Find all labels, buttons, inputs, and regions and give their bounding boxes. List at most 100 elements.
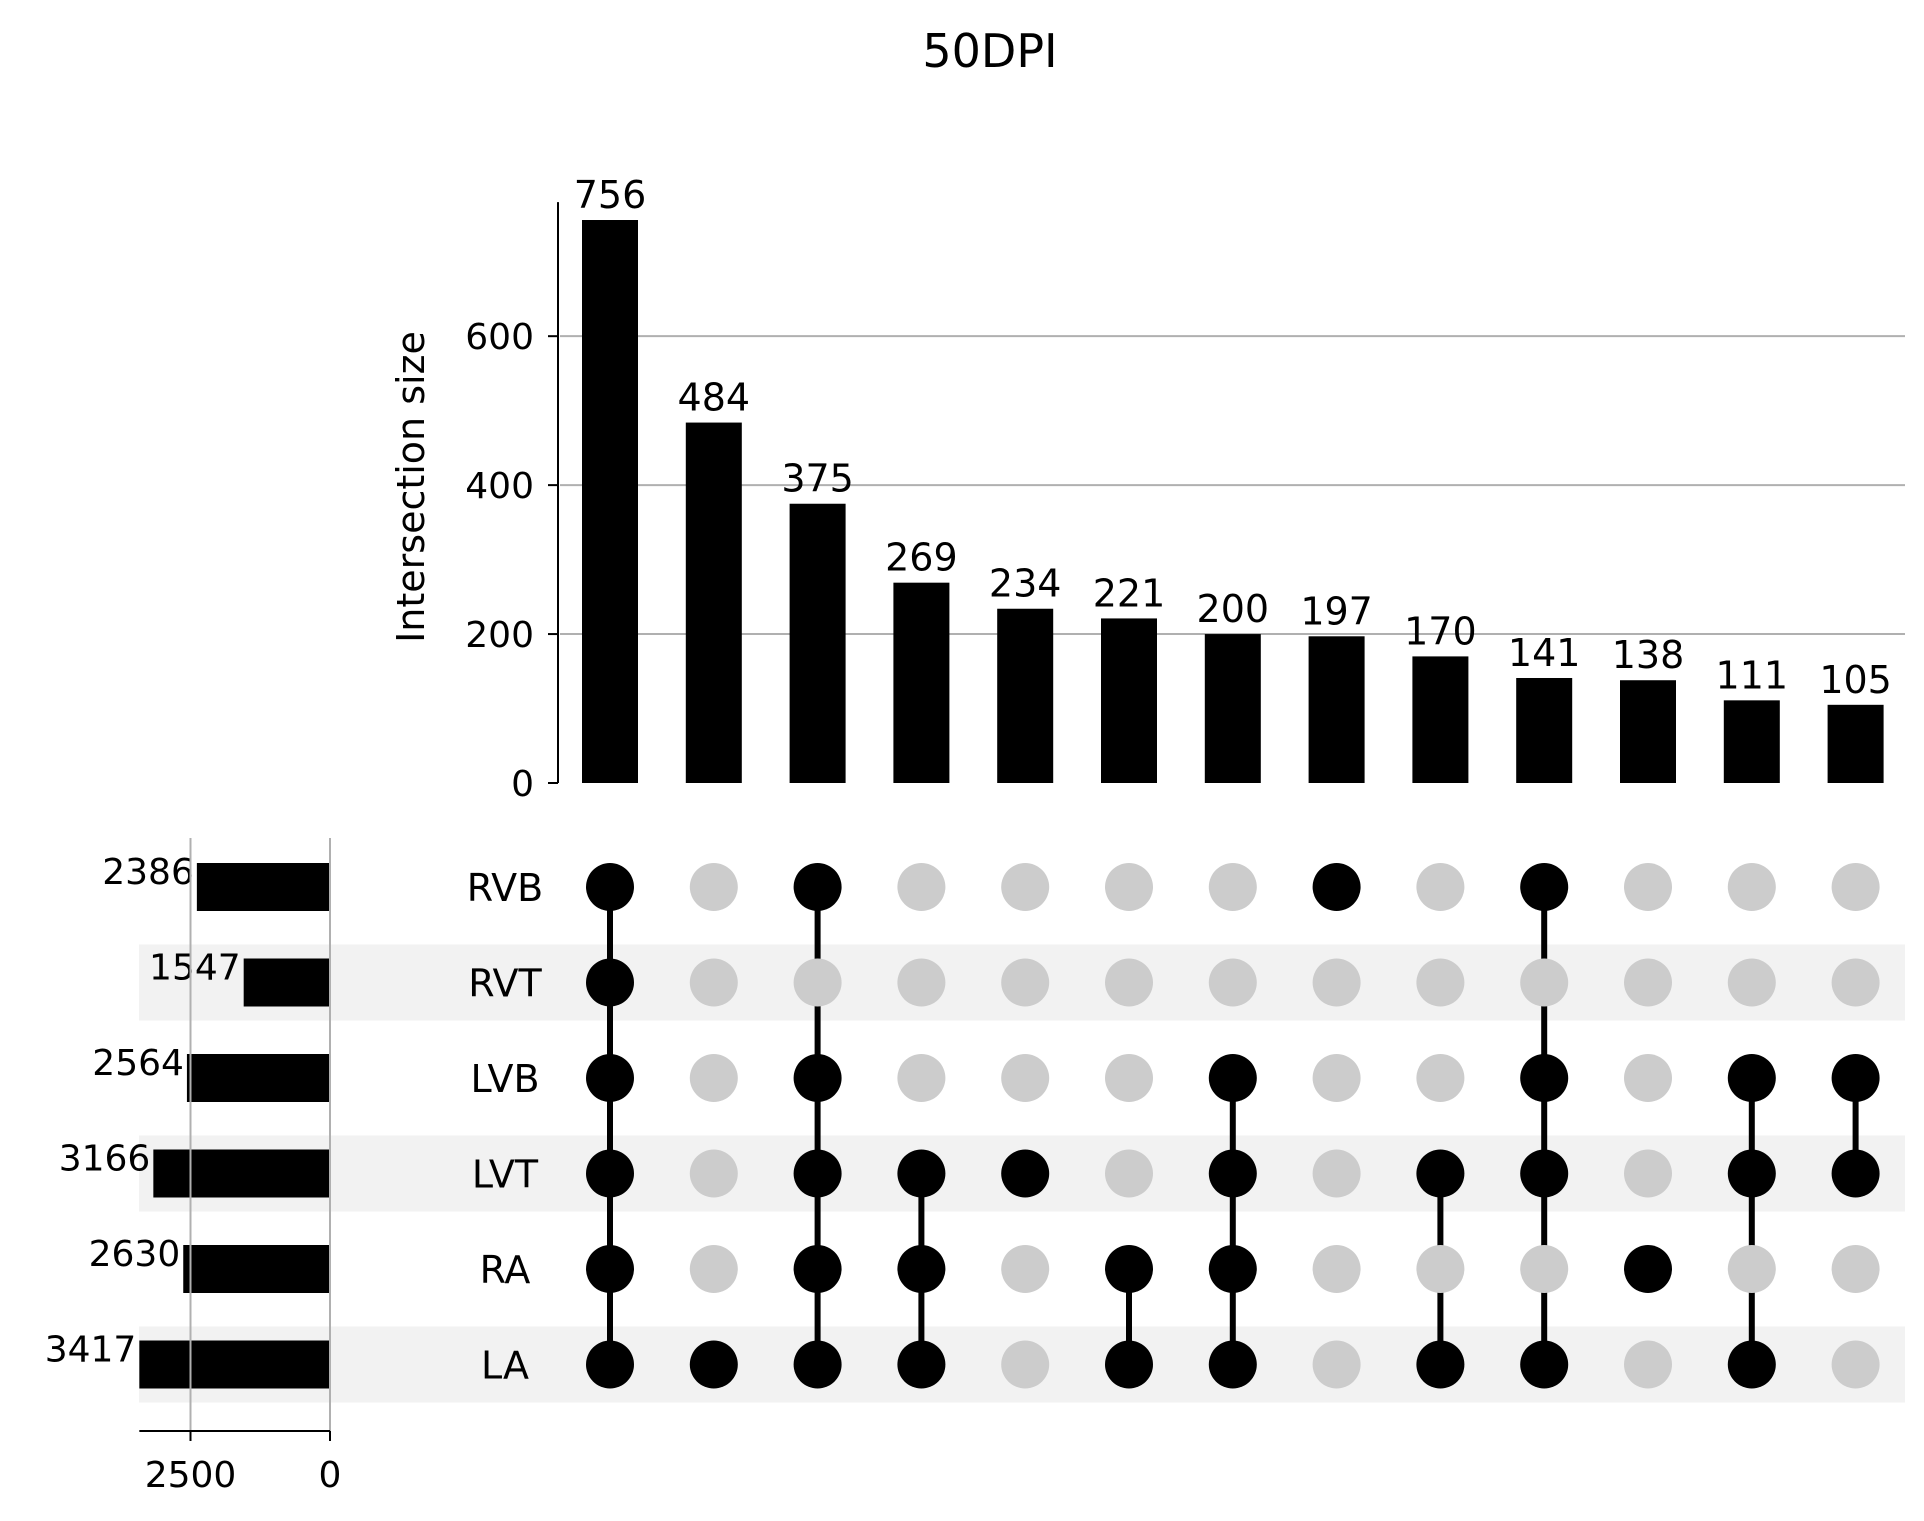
intersection-bar-13: [1827, 704, 1884, 783]
set-size-bar-lvt: [153, 1149, 330, 1198]
matrix-dot-4-ra-active: [897, 1245, 946, 1293]
matrix-dot-9-ra-inactive: [1416, 1245, 1465, 1293]
intersection-bar-6: [1101, 618, 1157, 783]
matrix-dot-10-ra-inactive: [1520, 1245, 1569, 1293]
matrix-dot-11-lvt-inactive: [1624, 1149, 1672, 1198]
intersection-bar-9: [1412, 656, 1469, 783]
intersection-bar-5: [997, 608, 1054, 783]
intersection-bar-label-12: 111: [1716, 653, 1789, 697]
matrix-dot-5-ra-inactive: [1001, 1245, 1050, 1293]
matrix-dot-13-rvb-inactive: [1831, 863, 1880, 911]
matrix-dot-8-la-inactive: [1312, 1340, 1361, 1389]
matrix-dot-7-la-active: [1208, 1340, 1257, 1389]
matrix-dot-13-ra-inactive: [1831, 1245, 1880, 1293]
matrix-dot-13-la-inactive: [1831, 1340, 1880, 1389]
intersection-bar-label-5: 234: [989, 562, 1062, 606]
matrix-dot-12-rvb-inactive: [1727, 863, 1776, 911]
matrix-dot-4-rvt-inactive: [897, 958, 946, 1007]
intersection-bar-label-3: 375: [781, 457, 854, 501]
intersection-bar-label-1: 756: [574, 173, 647, 217]
matrix-dot-8-rvt-inactive: [1312, 958, 1361, 1007]
matrix-dot-2-lvt-inactive: [689, 1149, 738, 1198]
matrix-dot-8-ra-inactive: [1312, 1245, 1361, 1293]
matrix-dot-7-lvb-active: [1208, 1054, 1257, 1102]
matrix-dot-2-ra-inactive: [689, 1245, 738, 1293]
matrix-dot-10-lvb-active: [1520, 1054, 1569, 1102]
set-label-rvb: RVB: [467, 866, 543, 910]
matrix-dot-12-la-active: [1727, 1340, 1776, 1389]
matrix-dot-9-rvt-inactive: [1416, 958, 1465, 1007]
set-size-bar-rvt: [243, 958, 330, 1007]
intersection-bar-7: [1204, 634, 1261, 783]
set-size-label-lvt: 3166: [59, 1139, 151, 1180]
matrix-dot-10-la-active: [1520, 1340, 1569, 1389]
membership-matrix: [586, 863, 1880, 1389]
matrix-dot-13-lvb-active: [1831, 1054, 1880, 1102]
matrix-dot-7-lvt-active: [1208, 1149, 1257, 1198]
matrix-dot-11-lvb-inactive: [1624, 1054, 1672, 1102]
matrix-dot-7-rvb-inactive: [1208, 863, 1257, 911]
intersection-bar-12: [1723, 700, 1780, 783]
set-label-rvt: RVT: [468, 962, 542, 1006]
y-tick-label: 400: [465, 466, 534, 507]
set-label-lvb: LVB: [470, 1057, 539, 1101]
intersection-bar-labels: 756 484 375 269 234 221 200 197 170 141 138 111 105: [574, 173, 1892, 702]
intersection-y-axis: 0 200 400 600: [465, 202, 559, 805]
matrix-dot-3-lvt-active: [793, 1149, 842, 1198]
matrix-dot-6-rvb-inactive: [1105, 863, 1153, 911]
matrix-dot-5-rvb-inactive: [1001, 863, 1050, 911]
intersection-bar-label-8: 197: [1300, 589, 1373, 633]
set-size-label-rvb: 2386: [102, 852, 194, 893]
matrix-dot-11-ra-active: [1624, 1245, 1672, 1293]
matrix-dot-6-lvt-inactive: [1105, 1149, 1153, 1198]
intersection-bar-label-4: 269: [885, 536, 958, 580]
intersection-bar-1: [582, 220, 638, 783]
matrix-dot-5-lvt-active: [1001, 1149, 1050, 1198]
set-size-label-rvt: 1547: [149, 948, 241, 989]
matrix-dot-3-rvb-active: [793, 863, 842, 911]
y-tick-label: 600: [465, 317, 534, 358]
set-size-bar-rvb: [196, 863, 330, 911]
matrix-dot-1-la-active: [586, 1340, 634, 1389]
matrix-dot-2-lvb-inactive: [689, 1054, 738, 1102]
matrix-dot-8-lvb-inactive: [1312, 1054, 1361, 1102]
intersection-bar-label-6: 221: [1093, 571, 1166, 615]
matrix-dot-6-ra-active: [1105, 1245, 1153, 1293]
matrix-dot-1-rvt-active: [586, 958, 634, 1007]
matrix-dot-2-la-active: [689, 1340, 738, 1389]
y-tick-label: 0: [511, 764, 534, 805]
matrix-dot-4-la-active: [897, 1340, 946, 1389]
matrix-dot-8-rvb-active: [1312, 863, 1361, 911]
set-size-bar-la: [139, 1340, 330, 1389]
matrix-dot-10-rvt-inactive: [1520, 958, 1569, 1007]
matrix-dot-5-lvb-inactive: [1001, 1054, 1050, 1102]
matrix-dot-3-ra-active: [793, 1245, 842, 1293]
set-size-bar-lvb: [186, 1054, 330, 1102]
matrix-dot-3-rvt-inactive: [793, 958, 842, 1007]
intersection-bar-label-2: 484: [678, 376, 751, 420]
intersection-bar-10: [1516, 677, 1573, 783]
matrix-dot-11-rvt-inactive: [1624, 958, 1672, 1007]
matrix-dot-2-rvb-inactive: [689, 863, 738, 911]
matrix-dot-9-lvt-active: [1416, 1149, 1465, 1198]
matrix-dot-9-la-active: [1416, 1340, 1465, 1389]
intersection-bar-label-9: 170: [1404, 609, 1477, 653]
set-size-label-ra: 2630: [89, 1234, 181, 1275]
matrix-dot-6-lvb-inactive: [1105, 1054, 1153, 1102]
matrix-dot-6-rvt-inactive: [1105, 958, 1153, 1007]
matrix-dot-10-rvb-active: [1520, 863, 1569, 911]
matrix-dot-12-rvt-inactive: [1727, 958, 1776, 1007]
matrix-dot-12-lvb-active: [1727, 1054, 1776, 1102]
set-axis-tick-label: 0: [319, 1455, 342, 1496]
set-label-la: LA: [481, 1344, 529, 1388]
matrix-dot-5-rvt-inactive: [1001, 958, 1050, 1007]
chart-title: 50DPI: [922, 24, 1057, 78]
matrix-dot-1-lvt-active: [586, 1149, 634, 1198]
y-axis-label: Intersection size: [389, 331, 433, 643]
set-label-lvt: LVT: [472, 1153, 539, 1197]
matrix-dot-11-rvb-inactive: [1624, 863, 1672, 911]
matrix-dot-1-rvb-active: [586, 863, 634, 911]
matrix-dot-3-la-active: [793, 1340, 842, 1389]
matrix-dot-12-ra-inactive: [1727, 1245, 1776, 1293]
